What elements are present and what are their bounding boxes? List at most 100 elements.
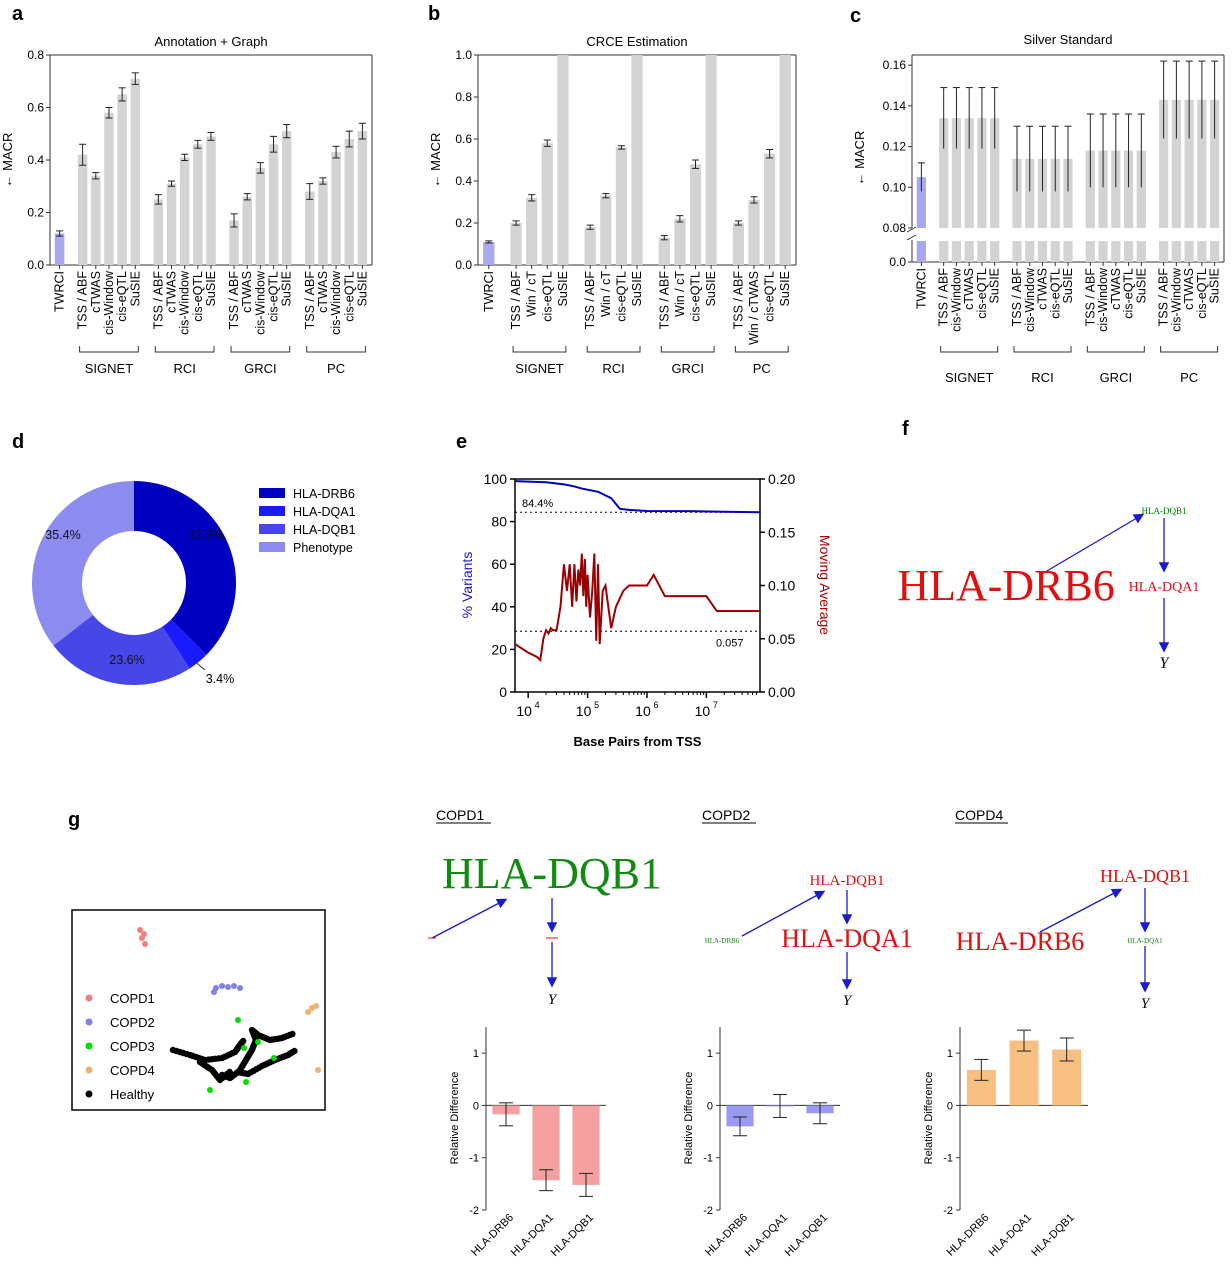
x-tick-label: TSS / ABF — [509, 271, 523, 330]
x-tick-label: cis-eQTL — [1048, 268, 1062, 319]
bar-lower-segment — [939, 241, 949, 262]
group-bracket — [734, 346, 789, 353]
x-tick-label: TWRCI — [482, 271, 496, 312]
node-hla-drb6: HLA-DRB6 — [897, 561, 1115, 610]
node-hla-dqb1: HLA-DQB1 — [442, 849, 662, 898]
x-tick-label: 10 — [695, 703, 711, 719]
y-tick-label-right: 0.15 — [768, 524, 795, 540]
bar-lower-segment — [1123, 241, 1134, 262]
scatter-point-copd2 — [211, 989, 217, 995]
bar — [689, 164, 702, 265]
x-tick-label: cis-Window — [1169, 267, 1183, 332]
node-hla-drb6: HLA-DRB6 — [705, 937, 740, 945]
y-tick-label-left: 20 — [491, 641, 507, 657]
x-tick-label: cis-eQTL — [614, 271, 628, 322]
bar — [117, 94, 127, 265]
legend-marker — [85, 1042, 93, 1050]
bar — [193, 144, 203, 265]
bar — [526, 197, 538, 265]
bar — [54, 233, 65, 265]
chart-title: CRCE Estimation — [586, 34, 687, 49]
bar-lower-segment — [1136, 241, 1146, 262]
bar — [658, 237, 670, 265]
x-tick-label: cis-eQTL — [540, 271, 554, 322]
slice-label: 3.4% — [206, 672, 235, 686]
y-tick-label-right: 0.20 — [768, 471, 795, 487]
bar-lower-segment — [1098, 241, 1108, 262]
bar — [1098, 150, 1108, 228]
y-tick-label: 1.0 — [455, 48, 472, 62]
group-label: PC — [327, 361, 345, 376]
x-tick-label: SuSIE — [1134, 268, 1148, 303]
x-tick-label: HLA-DQA1 — [987, 1212, 1034, 1259]
axis-break-marks — [906, 226, 917, 241]
y-tick-label: 1 — [473, 1048, 479, 1060]
node-hla-dqa1: HLA-DQA1 — [1127, 937, 1163, 945]
pie-slice — [162, 619, 207, 669]
x-tick-label: HLA-DQB1 — [549, 1212, 596, 1259]
scatter-point-copd2 — [231, 983, 237, 989]
bar — [1037, 158, 1048, 228]
node-hla-dqa1: HLA-DQA1 — [781, 924, 912, 953]
x-tick-label: 10 — [516, 703, 532, 719]
panel-letter-d: d — [12, 431, 24, 453]
group-bracket — [586, 346, 641, 353]
bar-lower-segment — [916, 241, 926, 262]
x-tick-label: TSS / ABF — [731, 271, 745, 330]
graph-edge — [431, 898, 508, 939]
bar — [990, 118, 1000, 228]
scatter-point-copd3 — [207, 1087, 213, 1093]
x-tick-label: cis-eQTL — [689, 271, 703, 322]
bar — [1063, 158, 1073, 228]
legend-label: COPD4 — [110, 1063, 155, 1078]
x-tick-label: SuSIE — [778, 271, 792, 306]
x-tick-label: TSS / ABF — [303, 271, 317, 330]
group-label: SIGNET — [85, 361, 133, 376]
bar-lower-segment — [1025, 241, 1035, 262]
x-tick-label: TSS / ABF — [583, 271, 597, 330]
x-tick-label: HLA-DQB1 — [1029, 1212, 1076, 1259]
legend-label: HLA-DRB6 — [293, 487, 355, 501]
x-axis-label: Base Pairs from TSS — [574, 734, 702, 749]
panel-letter-a: a — [12, 3, 24, 25]
x-tick-label: SuSIE — [988, 268, 1002, 303]
scatter-point-copd3 — [271, 1055, 277, 1061]
group-bracket — [512, 346, 567, 353]
bar — [1050, 158, 1060, 228]
bar — [600, 195, 612, 265]
x-tick-label: TSS / ABF — [937, 268, 951, 327]
x-tick-label: Win / cTWAS — [747, 271, 761, 345]
slice-label: 23.6% — [109, 653, 144, 667]
y-tick-label: 0.2 — [455, 216, 472, 230]
group-label: GRCI — [1100, 370, 1133, 385]
panel-letter-e: e — [456, 431, 467, 453]
scatter-point-copd2 — [237, 985, 243, 991]
x-tick-label: cis-eQTL — [1122, 268, 1136, 319]
bar — [510, 223, 522, 265]
x-tick-label: TSS / ABF — [76, 271, 90, 330]
x-tick-label: Win / cT — [599, 271, 613, 317]
scatter-point-copd1 — [137, 927, 143, 933]
legend-marker — [85, 1018, 93, 1026]
x-tick-label: cTWAS — [89, 271, 103, 313]
y-tick-label: 0.8 — [455, 90, 472, 104]
annotation: 84.4% — [522, 498, 553, 510]
y-tick-label: 1 — [707, 1048, 713, 1060]
y-tick-label: 0.4 — [27, 153, 44, 167]
scatter-point-healthy — [291, 1047, 298, 1055]
y-tick-label: -2 — [943, 1205, 953, 1217]
x-tick-label: cis-Window — [1023, 267, 1037, 332]
x-tick-label: cTWAS — [316, 271, 330, 313]
y-axis-label-left: % Variants — [459, 552, 475, 619]
x-tick-label: SuSIE — [204, 271, 218, 306]
bar — [1085, 150, 1095, 228]
bar — [1159, 99, 1169, 228]
bar — [206, 136, 216, 265]
legend-label: HLA-DQB1 — [293, 523, 356, 537]
group-label: RCI — [602, 361, 624, 376]
bar — [1025, 158, 1035, 228]
y-axis-label: Relative Difference — [683, 1072, 695, 1165]
y-tick-label: -1 — [703, 1153, 713, 1165]
y-tick-label: 0.14 — [883, 99, 907, 113]
y-axis-label: Relative Difference — [923, 1072, 935, 1165]
